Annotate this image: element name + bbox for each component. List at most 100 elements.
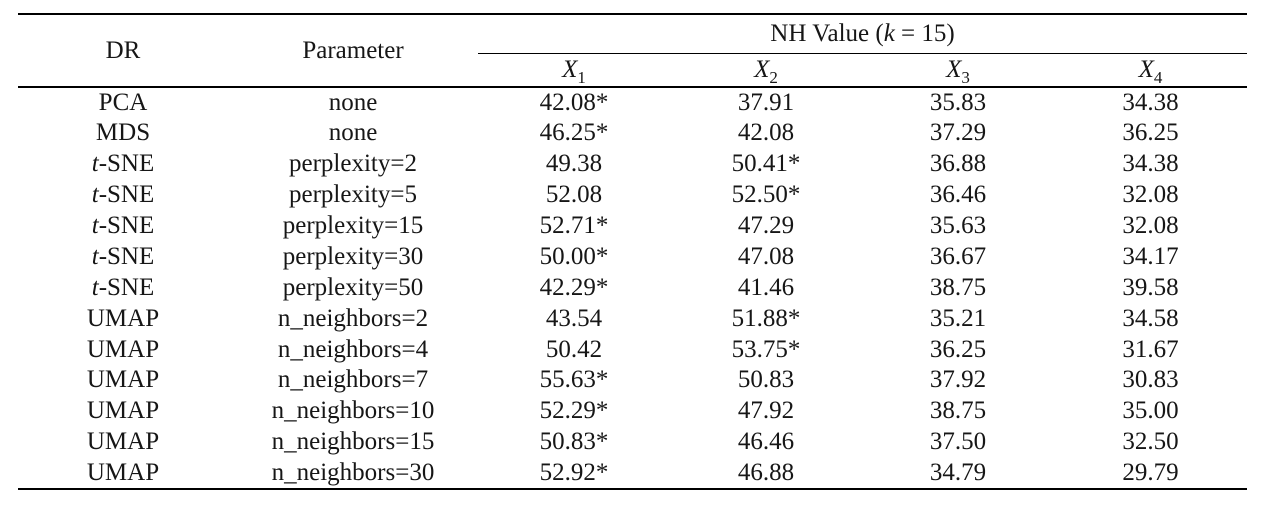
cell-x1: 43.54 [545, 304, 603, 332]
cell-x2: 37.91 [737, 88, 795, 116]
table-row: UMAP n_neighbors=15 50.83* 46.46 37.50 3… [18, 427, 1247, 458]
cell-dr: PCA [18, 87, 228, 118]
cell-x1: 52.08 [545, 181, 603, 209]
dr-text-part: -SNE [98, 212, 155, 239]
cell-x2: 46.88 [737, 458, 795, 486]
table-row: t-SNE perplexity=2 49.38 50.41* 36.88 34… [18, 149, 1247, 180]
cell-x3: 37.50 [929, 428, 987, 456]
cell-x1: 42.29* [539, 273, 609, 301]
cell-x2: 50.83 [737, 366, 795, 394]
cell-dr: UMAP [18, 458, 228, 489]
cell-parameter: perplexity=50 [282, 273, 424, 301]
dr-text-part: UMAP [86, 428, 160, 456]
x1-symbol: X [562, 56, 578, 83]
cell-x3: 35.83 [929, 88, 987, 116]
cell-dr: UMAP [18, 427, 228, 458]
cell-x4: 32.08 [1122, 212, 1179, 239]
cell-parameter: n_neighbors=30 [271, 458, 435, 486]
cell-x3: 36.88 [929, 150, 987, 178]
cell-dr: MDS [18, 118, 228, 149]
cell-x2: 47.92 [737, 397, 795, 425]
cell-parameter: none [328, 119, 378, 147]
cell-x3: 35.21 [929, 304, 987, 332]
cell-x4: 34.38 [1122, 88, 1179, 116]
x1-subscript: 1 [577, 68, 586, 87]
cell-x1: 50.83* [539, 428, 609, 456]
cell-x4: 32.08 [1122, 181, 1179, 209]
dr-text-part: UMAP [86, 335, 160, 363]
cell-parameter: n_neighbors=15 [271, 428, 435, 456]
dr-text-part: MDS [95, 119, 151, 147]
cell-x4: 39.58 [1122, 273, 1179, 301]
cell-x4: 35.00 [1122, 397, 1179, 425]
cell-dr: t-SNE [18, 272, 228, 303]
dr-italic-part: t [91, 273, 99, 301]
cell-dr: t-SNE [18, 211, 228, 242]
cell-dr: UMAP [18, 396, 228, 427]
col-header-parameter: Parameter [302, 36, 404, 64]
x4-subscript: 4 [1153, 68, 1163, 87]
cell-parameter: none [328, 88, 378, 116]
col-header-x4: X4 [1054, 54, 1247, 88]
table-row: MDS none 46.25* 42.08 37.29 36.25 [18, 118, 1247, 149]
spanner-text-pre: NH Value ( [770, 20, 884, 47]
cell-x4: 34.38 [1122, 150, 1179, 178]
dr-italic-part: t [91, 150, 99, 178]
dr-text-part: UMAP [86, 397, 160, 425]
table-row: UMAP n_neighbors=30 52.92* 46.88 34.79 2… [18, 458, 1247, 489]
cell-x1: 52.71* [539, 212, 609, 239]
cell-x2: 47.08 [737, 242, 795, 270]
cell-x1: 52.29* [539, 397, 609, 425]
table-header: DR Parameter NH Value (k = 15) X1 X2 X3 … [18, 14, 1248, 88]
cell-parameter: perplexity=5 [289, 181, 417, 209]
cell-x2: 50.41* [731, 150, 801, 178]
table-row: UMAP n_neighbors=7 55.63* 50.83 37.92 30… [18, 365, 1247, 396]
x2-subscript: 2 [769, 68, 778, 87]
cell-x4: 30.83 [1122, 366, 1179, 394]
dr-text-part: -SNE [98, 181, 155, 209]
cell-x3: 36.25 [929, 335, 987, 363]
table-row: PCA none 42.08* 37.91 35.83 34.38 [18, 87, 1247, 118]
col-header-dr: DR [105, 36, 141, 64]
cell-dr: t-SNE [18, 149, 228, 180]
cell-parameter: perplexity=15 [282, 212, 424, 239]
cell-x3: 34.79 [929, 458, 987, 486]
table-row: UMAP n_neighbors=2 43.54 51.88* 35.21 34… [18, 303, 1247, 334]
cell-x3: 37.92 [929, 366, 987, 394]
cell-dr: t-SNE [18, 180, 228, 211]
cell-x3: 35.63 [929, 212, 987, 239]
spanner-text-post: = 15) [894, 20, 955, 47]
cell-dr: UMAP [18, 334, 228, 365]
dr-italic-part: t [91, 242, 99, 270]
dr-text-part: -SNE [98, 150, 155, 178]
table-row: t-SNE perplexity=15 52.71* 47.29 35.63 3… [18, 211, 1247, 242]
header-row-2: X1 X2 X3 X4 [18, 54, 1247, 88]
dr-text-part: -SNE [98, 273, 155, 301]
cell-x2: 46.46 [737, 428, 795, 456]
col-header-x3: X3 [862, 54, 1054, 88]
cell-x1: 50.00* [539, 242, 609, 270]
dr-italic-part: t [91, 181, 99, 209]
cell-x4: 31.67 [1122, 335, 1179, 363]
x2-symbol: X [754, 56, 770, 83]
cell-x2: 42.08 [737, 119, 795, 147]
x3-subscript: 3 [961, 68, 970, 87]
cell-parameter: perplexity=30 [282, 242, 424, 270]
spanner-italic-k: k [883, 20, 895, 47]
cell-x4: 36.25 [1122, 119, 1179, 147]
cell-x4: 32.50 [1122, 428, 1179, 456]
table-row: UMAP n_neighbors=4 50.42 53.75* 36.25 31… [18, 334, 1247, 365]
cell-x1: 49.38 [545, 150, 603, 178]
dr-text-part: UMAP [86, 304, 160, 332]
cell-dr: t-SNE [18, 241, 228, 272]
cell-x3: 36.67 [929, 242, 987, 270]
cell-x4: 34.58 [1122, 304, 1179, 332]
header-row-1: DR Parameter NH Value (k = 15) [18, 14, 1248, 64]
dr-text-part: PCA [98, 88, 148, 116]
cell-x2: 51.88* [731, 304, 801, 332]
cell-dr: UMAP [18, 303, 228, 334]
table-row: t-SNE perplexity=30 50.00* 47.08 36.67 3… [18, 241, 1247, 272]
cell-x3: 38.75 [929, 397, 987, 425]
col-header-x2: X2 [670, 54, 862, 88]
